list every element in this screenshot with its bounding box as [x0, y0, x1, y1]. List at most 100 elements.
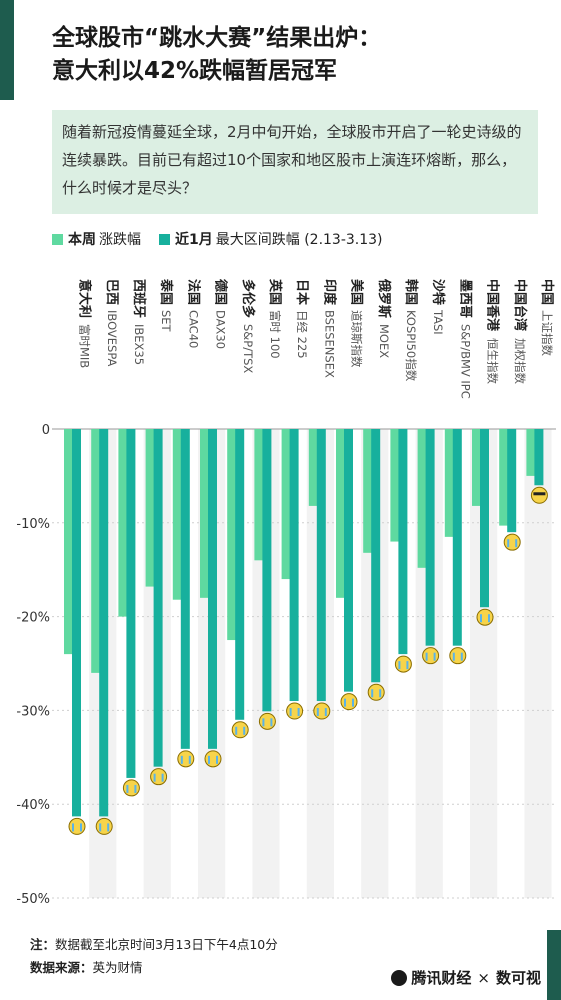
category-label: 多伦多: [240, 279, 256, 318]
bar-monthly: [344, 429, 353, 692]
bar-weekly: [499, 429, 509, 526]
bar-monthly: [452, 429, 462, 646]
bar-weekly: [145, 429, 155, 587]
category-label: 西班牙: [131, 279, 147, 318]
category-index-label: 日经 225: [295, 310, 309, 359]
category-index-label: TASI: [431, 309, 445, 335]
crying-face-icon: [394, 655, 412, 673]
category-label: 墨西哥: [457, 279, 473, 318]
crying-face-icon: [122, 779, 140, 797]
tear-icon: [488, 614, 490, 623]
category-index-label: IBOVESPA: [105, 310, 119, 367]
tear-icon: [452, 652, 455, 661]
bar-monthly: [289, 429, 299, 702]
column-stripe: [524, 429, 552, 898]
tear-icon: [262, 718, 265, 727]
bar-weekly: [281, 429, 291, 580]
brand-shukeshi: 数可视: [495, 969, 541, 987]
tear-icon: [316, 708, 319, 717]
data-source: 数据来源：英为财情: [30, 957, 143, 976]
tear-icon: [460, 652, 463, 661]
bar-weekly: [91, 429, 101, 673]
bar-monthly: [480, 429, 489, 608]
corner-accent-bottom: [547, 930, 561, 1000]
bar-monthly: [425, 429, 435, 646]
tear-icon: [107, 823, 110, 832]
bar-monthly: [235, 429, 245, 720]
category-label: 沙特: [430, 279, 446, 305]
bar-monthly: [99, 429, 109, 817]
bar-weekly: [172, 429, 182, 600]
crying-face-icon: [177, 750, 195, 768]
bar-monthly: [126, 429, 136, 778]
tear-icon: [80, 823, 82, 832]
bar-monthly: [398, 429, 408, 655]
title-line-2: 意大利以42%跌幅暂居冠军: [52, 58, 338, 84]
bar-monthly: [153, 429, 163, 767]
bar-weekly: [444, 429, 454, 537]
tear-icon: [72, 823, 74, 832]
bar-weekly: [472, 429, 481, 506]
brand-separator: ×: [477, 968, 490, 987]
category-index-label: DAX30: [214, 310, 228, 349]
crying-face-icon: [231, 721, 249, 739]
tear-icon: [289, 708, 292, 717]
category-label: 泰国: [158, 278, 174, 305]
intro-text: 随着新冠疫情蔓延全球，2月中旬开始，全球股市开启了一轮史诗级的连续暴跌。目前已有…: [52, 110, 538, 214]
data-source-label: 数据来源：: [30, 960, 93, 975]
y-tick-label: -50%: [16, 892, 50, 907]
category-index-label: SET: [159, 310, 173, 333]
category-label: 法国: [185, 279, 201, 305]
tear-icon: [324, 708, 327, 717]
bar-weekly: [363, 429, 373, 553]
footnote-text: 数据截至北京时间3月13日下午4点10分: [55, 937, 278, 952]
category-label: 英国: [267, 278, 283, 305]
category-index-label: 道琼斯指数: [350, 310, 364, 368]
legend-swatch-monthly: [159, 233, 170, 245]
tear-icon: [297, 708, 300, 717]
tear-icon: [270, 718, 273, 727]
tear-icon: [188, 755, 191, 764]
legend-monthly-bold: 近1月: [175, 232, 213, 248]
bar-monthly: [507, 429, 517, 533]
crying-face-icon: [476, 608, 494, 626]
tear-icon: [99, 823, 102, 832]
bar-weekly: [390, 429, 400, 542]
category-label: 巴西: [104, 279, 119, 305]
category-index-label: IBEX35: [132, 324, 146, 365]
category-index-label: BSESENSEX: [322, 310, 336, 378]
legend-item-weekly: 本周 涨跌幅: [52, 229, 141, 249]
y-tick-label: -30%: [16, 704, 50, 719]
crying-face-icon: [150, 768, 168, 786]
category-index-label: 恒生指数: [486, 338, 500, 384]
category-label: 美国: [349, 279, 365, 305]
tear-icon: [208, 755, 210, 764]
tear-icon: [243, 726, 246, 735]
category-label: 中国香港: [485, 279, 501, 332]
sunglasses-icon: [533, 492, 546, 496]
tear-icon: [153, 773, 156, 782]
bar-weekly: [118, 429, 128, 617]
category-index-label: S&P/BMV IPC: [458, 324, 472, 399]
tear-icon: [344, 698, 346, 707]
category-label: 中国台湾: [512, 279, 528, 331]
crying-face-icon: [422, 647, 440, 665]
y-tick-label: -10%: [16, 517, 50, 532]
crying-face-icon: [95, 817, 113, 835]
tear-icon: [398, 661, 401, 670]
category-index-label: 富时MIB: [78, 324, 92, 368]
bar-weekly: [336, 429, 345, 598]
crying-face-icon: [503, 533, 521, 551]
category-index-label: 上证指数: [540, 310, 554, 356]
crying-face-icon: [204, 750, 222, 768]
crying-face-icon: [449, 647, 467, 665]
category-label: 德国: [213, 279, 229, 305]
bar-monthly: [534, 429, 544, 486]
tear-icon: [507, 539, 510, 548]
tear-icon: [126, 784, 129, 793]
tear-icon: [379, 689, 382, 698]
crying-face-icon: [313, 702, 331, 720]
crying-face-icon: [68, 817, 86, 835]
bar-weekly: [227, 429, 237, 641]
tear-icon: [235, 726, 238, 735]
